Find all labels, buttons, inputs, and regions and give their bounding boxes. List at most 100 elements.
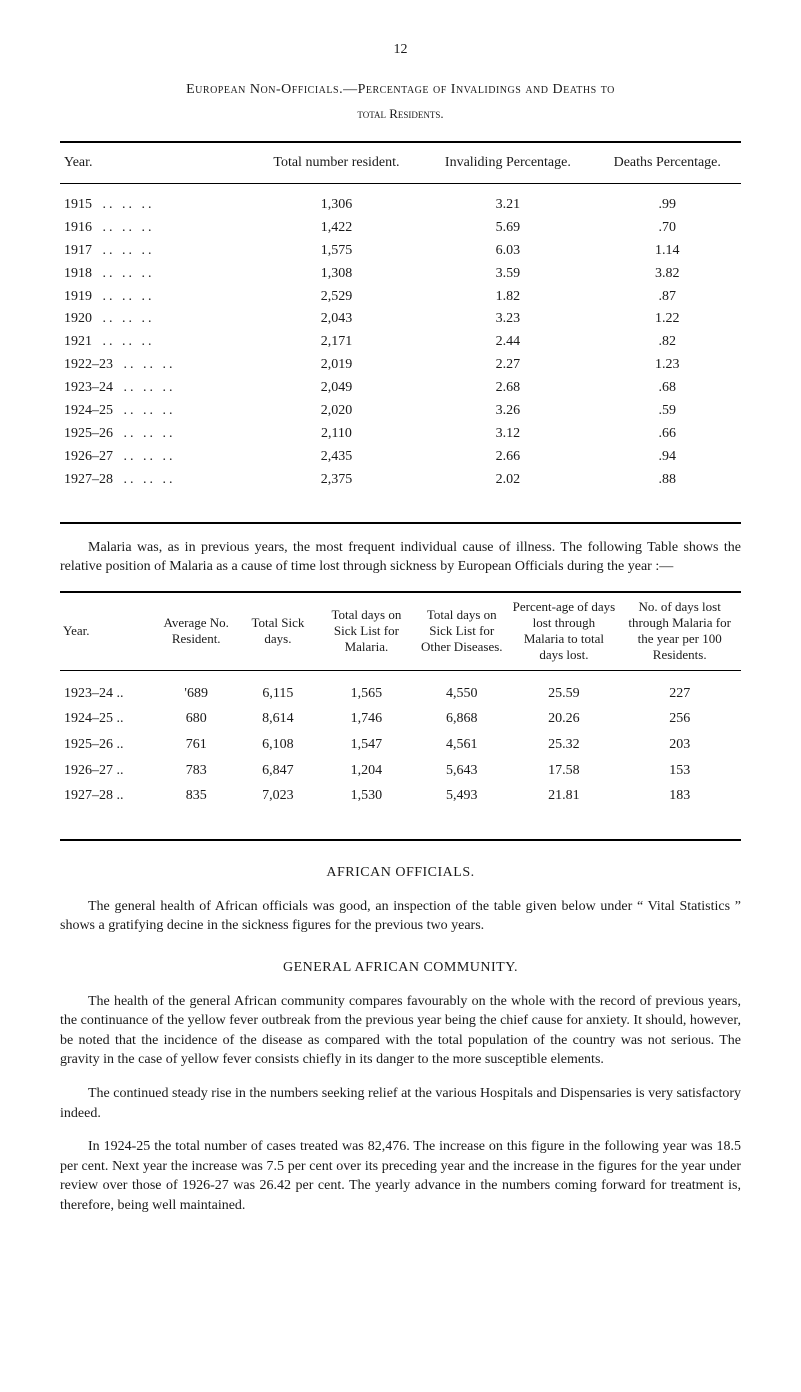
- t1-year-cell: 1923–24 .. .. ..: [60, 377, 251, 400]
- t2-cell: 1925–26 ..: [60, 732, 155, 758]
- t1-inv-cell: 3.26: [422, 400, 593, 423]
- t1-resident-cell: 1,308: [251, 263, 423, 286]
- t2-cell: 183: [618, 783, 741, 809]
- year-value: 1917: [64, 243, 92, 258]
- table-row: 1925–26 .. .. ..2,1103.12.66: [60, 423, 741, 446]
- t1-inv-cell: 2.66: [422, 446, 593, 469]
- dots: .. .. ..: [124, 403, 176, 418]
- t1-death-cell: .66: [594, 423, 741, 446]
- t1-inv-cell: 2.27: [422, 354, 593, 377]
- year-value: 1921: [64, 334, 92, 349]
- t1-year-cell: 1921 .. .. ..: [60, 331, 251, 354]
- table-row: 1925–26 ..7616,1081,5474,56125.32203: [60, 732, 741, 758]
- table-row: 1916 .. .. ..1,4225.69.70: [60, 217, 741, 240]
- dots: .. .. ..: [103, 289, 155, 304]
- dots: .. .. ..: [103, 311, 155, 326]
- t1-year-cell: 1920 .. .. ..: [60, 308, 251, 331]
- table-row: 1924–25 .. .. ..2,0203.26.59: [60, 400, 741, 423]
- t1-death-cell: .70: [594, 217, 741, 240]
- t1-death-cell: 1.23: [594, 354, 741, 377]
- t1-death-cell: 1.22: [594, 308, 741, 331]
- t2-cell: 783: [155, 758, 237, 784]
- t2-cell: 25.32: [509, 732, 618, 758]
- dots: .. .. ..: [103, 243, 155, 258]
- t1-resident-cell: 2,171: [251, 331, 423, 354]
- rule: [60, 522, 741, 524]
- table-row: 1919 .. .. ..2,5291.82.87: [60, 286, 741, 309]
- t1-resident-cell: 1,422: [251, 217, 423, 240]
- section-african-officials: AFRICAN OFFICIALS.: [60, 863, 741, 883]
- t2-cell: 8,614: [237, 706, 319, 732]
- dots: .. .. ..: [103, 197, 155, 212]
- african-officials-paragraph: The general health of African officials …: [60, 897, 741, 936]
- t1-year-cell: 1924–25 .. .. ..: [60, 400, 251, 423]
- t1-resident-cell: 2,110: [251, 423, 423, 446]
- t2-cell: 1924–25 ..: [60, 706, 155, 732]
- dots: .. .. ..: [124, 357, 176, 372]
- t2-cell: 4,550: [414, 681, 509, 707]
- t1-header-invaliding: Invaliding Percentage.: [422, 143, 593, 183]
- t1-year-cell: 1927–28 .. .. ..: [60, 469, 251, 492]
- t1-death-cell: .59: [594, 400, 741, 423]
- table1-title-line1: European Non-Officials.—Percentage of In…: [60, 80, 741, 100]
- year-value: 1922–23: [64, 357, 113, 372]
- t1-death-cell: .88: [594, 469, 741, 492]
- t2-cell: 835: [155, 783, 237, 809]
- table-row: 1926–27 .. .. ..2,4352.66.94: [60, 446, 741, 469]
- table-row: 1917 .. .. ..1,5756.031.14: [60, 240, 741, 263]
- t1-year-cell: 1919 .. .. ..: [60, 286, 251, 309]
- table-row: 1927–28 .. .. ..2,3752.02.88: [60, 469, 741, 492]
- t1-inv-cell: 2.44: [422, 331, 593, 354]
- t2-cell: 761: [155, 732, 237, 758]
- t2-cell: '689: [155, 681, 237, 707]
- dots: .. .. ..: [124, 472, 176, 487]
- dots: .. .. ..: [103, 334, 155, 349]
- t1-year-cell: 1926–27 .. .. ..: [60, 446, 251, 469]
- year-value: 1920: [64, 311, 92, 326]
- t2-cell: 153: [618, 758, 741, 784]
- t1-resident-cell: 2,049: [251, 377, 423, 400]
- t1-resident-cell: 1,306: [251, 194, 423, 217]
- t2-cell: 680: [155, 706, 237, 732]
- t1-inv-cell: 2.68: [422, 377, 593, 400]
- t1-year-cell: 1922–23 .. .. ..: [60, 354, 251, 377]
- page-number: 12: [60, 40, 741, 60]
- t1-inv-cell: 3.21: [422, 194, 593, 217]
- community-para-2: The continued steady rise in the numbers…: [60, 1084, 741, 1123]
- t2-cell: 20.26: [509, 706, 618, 732]
- year-value: 1915: [64, 197, 92, 212]
- table-row: 1915 .. .. ..1,3063.21.99: [60, 194, 741, 217]
- t1-resident-cell: 2,019: [251, 354, 423, 377]
- year-value: 1923–24: [64, 380, 113, 395]
- table-row: 1921 .. .. ..2,1712.44.82: [60, 331, 741, 354]
- t1-resident-cell: 1,575: [251, 240, 423, 263]
- table1-title-line2: total Residents.: [60, 105, 741, 123]
- table-row: 1923–24 .. .. ..2,0492.68.68: [60, 377, 741, 400]
- t1-resident-cell: 2,375: [251, 469, 423, 492]
- t1-death-cell: 3.82: [594, 263, 741, 286]
- t2-header: No. of days lost through Malaria for the…: [618, 593, 741, 671]
- year-value: 1927–28: [64, 472, 113, 487]
- t1-resident-cell: 2,020: [251, 400, 423, 423]
- t1-death-cell: .82: [594, 331, 741, 354]
- t2-cell: 1923–24 ..: [60, 681, 155, 707]
- section-african-community: GENERAL AFRICAN COMMUNITY.: [60, 958, 741, 978]
- t1-resident-cell: 2,435: [251, 446, 423, 469]
- t1-death-cell: .87: [594, 286, 741, 309]
- t1-inv-cell: 1.82: [422, 286, 593, 309]
- t1-inv-cell: 5.69: [422, 217, 593, 240]
- table-row: 1927–28 ..8357,0231,5305,49321.81183: [60, 783, 741, 809]
- year-value: 1925–26: [64, 426, 113, 441]
- t2-cell: 256: [618, 706, 741, 732]
- t2-cell: 1,746: [319, 706, 414, 732]
- t2-cell: 5,493: [414, 783, 509, 809]
- t1-inv-cell: 2.02: [422, 469, 593, 492]
- table-row: 1918 .. .. ..1,3083.593.82: [60, 263, 741, 286]
- t2-header: Total Sick days.: [237, 593, 319, 671]
- t1-year-cell: 1925–26 .. .. ..: [60, 423, 251, 446]
- dots: .. .. ..: [124, 380, 176, 395]
- t2-cell: 6,868: [414, 706, 509, 732]
- t1-year-cell: 1916 .. .. ..: [60, 217, 251, 240]
- table-row: 1926–27 ..7836,8471,2045,64317.58153: [60, 758, 741, 784]
- t2-header: Year.: [60, 593, 155, 671]
